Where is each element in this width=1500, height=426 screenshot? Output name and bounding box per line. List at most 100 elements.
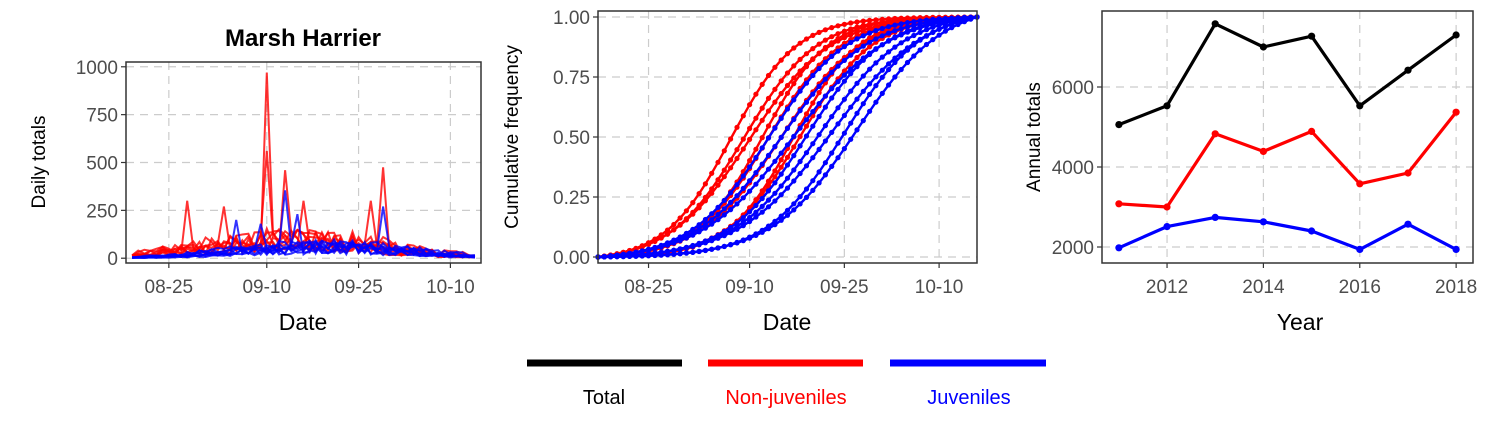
cumulative-non-juveniles-point bbox=[778, 78, 784, 84]
cumulative-juveniles-point bbox=[658, 252, 664, 258]
cumulative-non-juveniles-point bbox=[734, 155, 740, 162]
cumulative-juveniles-point bbox=[690, 243, 696, 249]
cumulative-non-juveniles-point bbox=[873, 31, 879, 37]
cumulative-juveniles-point bbox=[898, 21, 904, 27]
cumulative-non-juveniles-point bbox=[740, 113, 746, 119]
cumulative-juveniles-point bbox=[873, 83, 879, 89]
cumulative-juveniles-point bbox=[677, 246, 683, 252]
cumulative-juveniles-point bbox=[803, 99, 810, 105]
cumulative-juveniles-point bbox=[841, 44, 848, 50]
cumulative-juveniles-point bbox=[747, 164, 753, 170]
cumulative-juveniles-point bbox=[747, 188, 753, 194]
cumulative-juveniles-point bbox=[848, 136, 854, 142]
cumulative-juveniles-point bbox=[740, 215, 746, 221]
cumulative-non-juveniles-point bbox=[753, 91, 759, 97]
annual-y-ticks: 2000 4000 6000 bbox=[1052, 78, 1102, 259]
cumulative-juveniles-point bbox=[829, 150, 835, 156]
cumulative-juveniles-point bbox=[816, 83, 822, 89]
cumulative-juveniles-point bbox=[835, 48, 841, 54]
cumulative-juveniles-point bbox=[873, 36, 879, 42]
cumulative-non-juveniles-point bbox=[747, 136, 753, 142]
daily-juveniles-line-2018 bbox=[132, 237, 475, 259]
cumulative-non-juveniles-point bbox=[791, 75, 797, 81]
cumulative-juveniles-point bbox=[753, 154, 759, 161]
cumulative-juveniles-point bbox=[873, 60, 879, 66]
cumulative-juveniles-point bbox=[930, 24, 936, 30]
cumulative-non-juveniles-point bbox=[721, 174, 727, 180]
cumulative-juveniles-point bbox=[848, 104, 854, 110]
cumulative-juveniles-point bbox=[671, 251, 677, 257]
cumulative-juveniles-point bbox=[854, 96, 860, 102]
cumulative-non-juveniles-point bbox=[784, 154, 791, 160]
cumulative-juveniles-point bbox=[728, 230, 734, 236]
cumulative-non-juveniles-point bbox=[784, 51, 791, 57]
annual-juveniles-point-2017 bbox=[1404, 220, 1412, 228]
cumulative-juveniles-point bbox=[904, 47, 911, 53]
cumulative-juveniles-point bbox=[765, 135, 772, 141]
p2-y-tick-label: 0.50 bbox=[553, 128, 590, 149]
cumulative-juveniles-point bbox=[627, 253, 633, 259]
cumulative-juveniles-point bbox=[784, 162, 791, 168]
cumulative-juveniles-point bbox=[810, 141, 816, 147]
cumulative-juveniles-point bbox=[867, 30, 873, 36]
cumulative-non-juveniles-point bbox=[803, 123, 810, 129]
cumulative-juveniles-point bbox=[696, 248, 702, 254]
cumulative-non-juveniles-point bbox=[778, 101, 784, 107]
cumulative-juveniles-point bbox=[797, 143, 803, 149]
cumulative-juveniles-point bbox=[930, 20, 936, 26]
cumulative-non-juveniles-point bbox=[860, 24, 866, 30]
cumulative-juveniles-point bbox=[715, 204, 721, 210]
p3-x-tick-label: 2016 bbox=[1339, 277, 1381, 298]
annual-series-lines bbox=[1118, 22, 1458, 251]
cumulative-juveniles-point bbox=[841, 112, 848, 119]
cumulative-non-juveniles-point bbox=[867, 17, 873, 23]
cumulative-juveniles-point bbox=[892, 28, 898, 34]
cumulative-juveniles-point bbox=[614, 254, 620, 260]
p3-x-tick-label: 2018 bbox=[1435, 277, 1477, 298]
cumulative-non-juveniles-point bbox=[778, 90, 784, 97]
annual-juveniles-point-2013 bbox=[1211, 213, 1219, 221]
cumulative-juveniles-point bbox=[860, 43, 866, 49]
cumulative-juveniles-point bbox=[816, 146, 822, 152]
cumulative-juveniles-point bbox=[608, 254, 614, 260]
p1-x-tick-label: 08-25 bbox=[145, 277, 194, 298]
p1-y-tick-label: 500 bbox=[86, 154, 118, 175]
cumulative-juveniles-point bbox=[816, 132, 822, 138]
cumulative-juveniles-point bbox=[721, 212, 727, 218]
annual-juveniles-point-2015 bbox=[1308, 227, 1316, 235]
cumulative-non-juveniles-point bbox=[772, 112, 778, 118]
cumulative-juveniles-point bbox=[683, 245, 690, 251]
cumulative-non-juveniles-point bbox=[658, 235, 664, 241]
cumulative-juveniles-point bbox=[879, 33, 885, 39]
cumulative-juveniles-point bbox=[791, 116, 797, 123]
cumulative-non-juveniles-point bbox=[709, 190, 715, 196]
cumulative-juveniles-point bbox=[949, 21, 955, 27]
cumulative-juveniles-point bbox=[690, 249, 696, 255]
daily-series-lines bbox=[131, 72, 476, 259]
cumulative-non-juveniles-point bbox=[715, 177, 721, 183]
cumulative-juveniles-point bbox=[841, 130, 848, 136]
p3-x-tick-label: 2014 bbox=[1242, 277, 1285, 298]
cumulative-non-juveniles-point bbox=[860, 18, 866, 24]
cumulative-non-juveniles-point bbox=[696, 205, 702, 211]
cumulative-non-juveniles-point bbox=[753, 115, 759, 121]
cumulative-non-juveniles-point bbox=[715, 182, 721, 188]
cumulative-non-juveniles-point bbox=[797, 133, 803, 140]
cumulative-juveniles-point bbox=[791, 207, 797, 213]
cumulative-juveniles-point bbox=[854, 36, 860, 42]
cumulative-juveniles-point bbox=[639, 253, 645, 259]
cumulative-juveniles-point bbox=[791, 167, 797, 173]
p2-x-tick-label: 09-25 bbox=[820, 277, 869, 298]
cumulative-non-juveniles-point bbox=[867, 35, 873, 41]
cumulative-juveniles-point bbox=[848, 88, 854, 94]
cumulative-juveniles-point bbox=[829, 69, 835, 75]
cumulative-non-juveniles-point bbox=[803, 111, 810, 117]
annual-x-ticks: 2012 2014 2016 2018 bbox=[1146, 263, 1477, 298]
cumulative-non-juveniles-point bbox=[778, 164, 784, 170]
cumulative-non-juveniles-point bbox=[797, 40, 803, 46]
annual-total-point-2017 bbox=[1404, 66, 1412, 74]
cumulative-juveniles-point bbox=[873, 28, 879, 34]
cumulative-juveniles-point bbox=[747, 218, 753, 225]
cumulative-juveniles-point bbox=[696, 222, 702, 228]
cumulative-juveniles-point bbox=[734, 240, 740, 246]
